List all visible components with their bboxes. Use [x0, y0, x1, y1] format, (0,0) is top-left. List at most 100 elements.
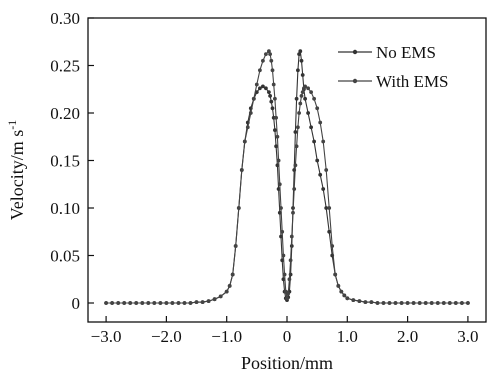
data-point-with-ems: [269, 58, 274, 63]
data-point-no-ems: [297, 52, 301, 56]
data-point-with-ems: [158, 301, 163, 305]
data-point-with-ems: [330, 244, 335, 248]
data-point-with-ems: [236, 206, 241, 210]
data-point-with-ems: [351, 298, 356, 302]
data-point-with-ems: [224, 289, 229, 294]
data-point-with-ems: [423, 301, 428, 305]
data-point-with-ems: [336, 284, 341, 288]
data-point-with-ems: [417, 301, 422, 305]
data-point-with-ems: [275, 134, 280, 139]
data-point-with-ems: [321, 139, 326, 144]
data-point-with-ems: [399, 301, 404, 305]
data-point-with-ems: [342, 293, 347, 298]
y-axis-label-text: Velocity/m s: [7, 130, 27, 221]
data-point-with-ems: [140, 301, 145, 305]
data-point-with-ems: [104, 301, 108, 305]
data-point-with-ems: [447, 301, 452, 305]
data-point-with-ems: [460, 301, 464, 305]
y-axis-label: Velocity/m s-1: [5, 120, 27, 221]
data-point-with-ems: [212, 297, 217, 302]
data-point-with-ems: [274, 115, 278, 120]
data-point-with-ems: [345, 296, 350, 301]
y-tick-label: 0: [72, 294, 81, 313]
data-point-with-ems: [327, 206, 332, 210]
data-point-with-ems: [239, 168, 244, 172]
data-point-no-ems: [327, 229, 332, 234]
data-point-with-ems: [288, 258, 293, 263]
data-point-with-ems: [429, 301, 434, 305]
data-point-with-ems: [146, 301, 151, 305]
data-point-no-ems: [258, 86, 262, 91]
data-point-no-ems: [321, 187, 326, 191]
y-axis-label-superscript: -1: [5, 120, 19, 130]
data-point-with-ems: [333, 272, 338, 277]
data-point-no-ems: [300, 73, 305, 77]
data-point-with-ems: [411, 301, 416, 305]
y-tick-label: 0.30: [50, 9, 80, 28]
data-point-with-ems: [287, 277, 292, 282]
data-point-with-ems: [279, 206, 283, 210]
data-point-with-ems: [116, 301, 121, 305]
data-point-no-ems: [315, 158, 320, 163]
data-point-with-ems: [296, 125, 300, 130]
data-point-with-ems: [268, 52, 272, 56]
data-point-with-ems: [381, 301, 386, 305]
data-point-with-ems: [242, 139, 247, 144]
data-point-with-ems: [393, 301, 398, 305]
data-point-with-ems: [357, 299, 362, 303]
ticks-layer: −3.0 −2.0 −1.0 0 1.0 2.0 3.0 0 0.05 0.10 0.15 0.20 0…: [50, 9, 478, 346]
data-point-no-ems: [273, 128, 277, 133]
data-point-with-ems: [152, 301, 157, 305]
data-point-with-ems: [291, 210, 295, 215]
data-point-with-ems: [299, 94, 304, 98]
data-point-no-ems: [309, 125, 313, 130]
legend-label-with-ems: With EMS: [376, 72, 449, 91]
data-point-with-ems: [303, 84, 307, 89]
series-layer: [104, 49, 470, 305]
data-point-with-ems: [194, 300, 199, 304]
data-point-with-ems: [188, 301, 193, 305]
data-point-no-ems: [318, 172, 323, 177]
data-point-with-ems: [251, 96, 256, 101]
data-point-with-ems: [273, 96, 277, 101]
data-point-with-ems: [128, 301, 133, 305]
y-tick-label: 0.15: [50, 152, 80, 171]
data-point-with-ems: [453, 301, 458, 305]
data-point-with-ems: [267, 49, 271, 54]
data-point-with-ems: [271, 82, 276, 87]
data-point-with-ems: [298, 101, 303, 106]
data-point-with-ems: [170, 301, 175, 305]
data-point-with-ems: [300, 90, 305, 94]
data-point-with-ems: [466, 301, 470, 305]
data-point-with-ems: [363, 300, 368, 304]
data-point-no-ems: [298, 49, 303, 54]
data-point-with-ems: [309, 90, 313, 94]
data-point-with-ems: [164, 301, 169, 305]
y-tick-label: 0.10: [50, 199, 80, 218]
data-point-with-ems: [293, 163, 298, 168]
data-point-with-ems: [441, 301, 446, 305]
x-axis-label: Position/mm: [241, 353, 333, 373]
legend-label-no-ems: No EMS: [376, 43, 436, 62]
y-tick-label: 0.20: [50, 104, 80, 123]
data-point-with-ems: [261, 58, 265, 63]
data-point-no-ems: [269, 99, 274, 104]
data-point-with-ems: [318, 120, 323, 125]
legend-entry-no-ems: No EMS: [338, 43, 436, 62]
data-point-with-ems: [297, 111, 301, 115]
data-point-with-ems: [200, 300, 205, 304]
data-point-with-ems: [254, 82, 259, 87]
data-point-with-ems: [285, 296, 289, 301]
x-tick-label: 2.0: [397, 327, 418, 346]
data-point-no-ems: [264, 86, 268, 91]
data-point-with-ems: [282, 272, 287, 277]
legend-marker-no-ems: [352, 49, 358, 55]
data-point-no-ems: [312, 139, 316, 144]
x-tick-label: 1.0: [337, 327, 358, 346]
data-point-with-ems: [324, 168, 329, 172]
legend-marker-with-ems: [352, 78, 358, 84]
data-point-with-ems: [176, 301, 181, 305]
data-point-no-ems: [274, 144, 278, 149]
data-point-no-ems: [293, 130, 298, 134]
